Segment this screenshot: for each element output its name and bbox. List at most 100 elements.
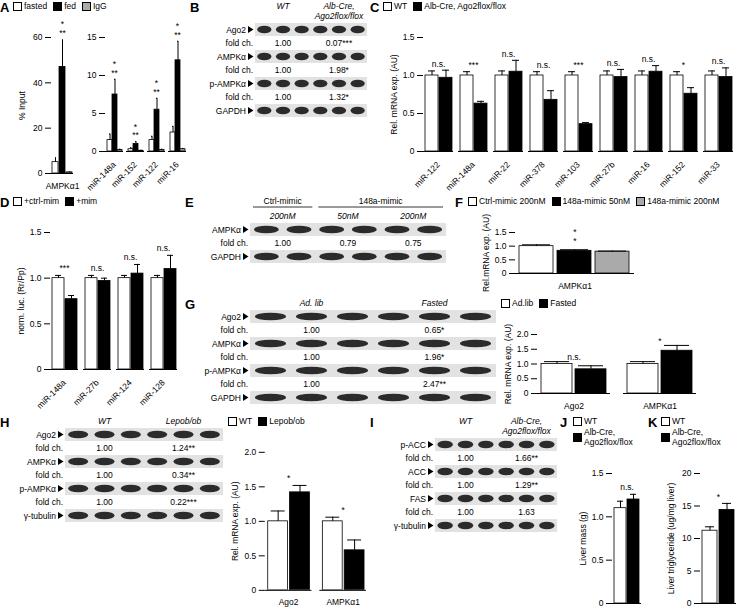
svg-text:norm. luc. (Rr/Pp): norm. luc. (Rr/Pp) — [16, 267, 26, 334]
svg-text:miR-122: miR-122 — [130, 159, 160, 189]
svg-text:n.s.: n.s. — [537, 60, 551, 70]
svg-text:0.22***: 0.22*** — [170, 497, 197, 507]
svg-text:Lepob/ob: Lepob/ob — [166, 416, 202, 426]
svg-text:miR-22: miR-22 — [485, 159, 512, 186]
svg-text:Ctrl-mimic: Ctrl-mimic — [264, 196, 303, 206]
svg-text:*: * — [658, 336, 662, 346]
svg-text:fold ch.: fold ch. — [221, 379, 248, 389]
svg-text:***: *** — [153, 78, 160, 97]
svg-text:1.00: 1.00 — [275, 92, 292, 102]
svg-text:1.0: 1.0 — [403, 70, 415, 80]
svg-text:0: 0 — [524, 388, 529, 398]
svg-text:fold ch.: fold ch. — [36, 497, 63, 507]
svg-text:p-AMPKα: p-AMPKα — [19, 484, 56, 494]
svg-text:1.5: 1.5 — [245, 482, 257, 492]
svg-text:200nM: 200nM — [399, 211, 427, 221]
svg-text:fold ch.: fold ch. — [406, 453, 433, 463]
svg-text:1.00: 1.00 — [96, 497, 113, 507]
svg-text:0.5: 0.5 — [517, 373, 529, 383]
svg-text:miR-122: miR-122 — [412, 159, 442, 189]
svg-text:Ago2: Ago2 — [36, 430, 56, 440]
svg-text:0.5: 0.5 — [245, 551, 257, 561]
svg-text:WT: WT — [459, 416, 473, 426]
svg-text:AMPKα1: AMPKα1 — [643, 401, 677, 411]
svg-text:n.s.: n.s. — [620, 482, 634, 492]
svg-text:1.0: 1.0 — [517, 359, 529, 369]
svg-text:1.00: 1.00 — [457, 480, 474, 490]
svg-text:***: *** — [111, 59, 118, 78]
svg-text:*: * — [717, 492, 721, 502]
svg-text:10: 10 — [87, 70, 97, 80]
svg-text:***: *** — [59, 19, 66, 38]
svg-text:n.s.: n.s. — [642, 54, 656, 64]
svg-text:Ago2: Ago2 — [221, 312, 241, 322]
svg-text:0.65*: 0.65* — [425, 325, 446, 335]
svg-text:AMPKα: AMPKα — [27, 457, 56, 467]
svg-text:1.0: 1.0 — [245, 516, 257, 526]
svg-text:1.98*: 1.98* — [329, 65, 350, 75]
svg-text:1.96*: 1.96* — [425, 352, 446, 362]
svg-text:1.00: 1.00 — [457, 507, 474, 517]
svg-text:miR-16: miR-16 — [625, 159, 652, 186]
svg-text:miR-148a: miR-148a — [444, 159, 477, 192]
svg-text:fold ch.: fold ch. — [226, 38, 253, 48]
svg-text:0.07***: 0.07*** — [326, 38, 353, 48]
svg-text:5: 5 — [92, 108, 97, 118]
svg-text:0: 0 — [252, 585, 257, 595]
svg-text:***: *** — [60, 263, 71, 273]
svg-text:0: 0 — [599, 598, 604, 608]
svg-text:1.00: 1.00 — [303, 325, 320, 335]
svg-text:% Input: % Input — [17, 90, 27, 119]
svg-text:0.5: 0.5 — [30, 319, 42, 329]
svg-text:1.0: 1.0 — [495, 241, 507, 251]
svg-text:40: 40 — [33, 78, 43, 88]
svg-text:*: * — [682, 60, 686, 70]
svg-text:n.s.: n.s. — [712, 56, 726, 66]
svg-text:miR-103: miR-103 — [552, 159, 582, 189]
svg-text:p-AMPKα: p-AMPKα — [204, 366, 241, 376]
svg-text:0.75: 0.75 — [405, 238, 422, 248]
svg-text:***: *** — [469, 60, 480, 70]
svg-text:AMPKα: AMPKα — [212, 225, 241, 235]
svg-text:*: * — [287, 473, 291, 483]
svg-text:0.79: 0.79 — [340, 238, 357, 248]
svg-text:1.5: 1.5 — [517, 344, 529, 354]
svg-text:fold ch.: fold ch. — [36, 443, 63, 453]
svg-text:miR-152: miR-152 — [657, 159, 687, 189]
svg-text:FAS: FAS — [410, 494, 426, 504]
svg-text:fold ch.: fold ch. — [226, 65, 253, 75]
svg-text:*: * — [342, 505, 346, 515]
svg-text:AMPKα: AMPKα — [217, 52, 246, 62]
svg-text:Alb-Cre,: Alb-Cre, — [322, 1, 354, 11]
svg-text:n.s.: n.s. — [432, 59, 446, 69]
svg-text:n.s.: n.s. — [502, 49, 516, 59]
svg-text:20: 20 — [33, 123, 43, 133]
svg-text:AMPKα1: AMPKα1 — [46, 181, 80, 191]
svg-text:Liver mass (g): Liver mass (g) — [578, 511, 588, 565]
svg-text:1.00: 1.00 — [275, 38, 292, 48]
svg-text:Ago2: Ago2 — [279, 597, 299, 607]
svg-text:γ-tubulin: γ-tubulin — [394, 521, 426, 531]
svg-text:fold ch.: fold ch. — [406, 480, 433, 490]
svg-text:***: *** — [574, 60, 585, 70]
svg-text:γ-tubulin: γ-tubulin — [24, 511, 56, 521]
svg-text:fold ch.: fold ch. — [221, 325, 248, 335]
svg-text:Rel. mRNA exp. (AU): Rel. mRNA exp. (AU) — [230, 481, 240, 561]
svg-text:AMPKα1: AMPKα1 — [326, 597, 360, 607]
svg-text:1.5: 1.5 — [592, 468, 604, 478]
svg-text:0: 0 — [37, 364, 42, 374]
svg-text:0: 0 — [410, 146, 415, 156]
svg-text:1.5: 1.5 — [30, 227, 42, 237]
svg-text:2.47**: 2.47** — [423, 379, 447, 389]
svg-text:Fasted: Fasted — [422, 298, 448, 308]
svg-text:Rel. mRNA exp. (AU): Rel. mRNA exp. (AU) — [389, 54, 399, 134]
svg-text:Ago2flox/flox: Ago2flox/flox — [501, 426, 551, 436]
svg-text:***: *** — [174, 21, 181, 39]
svg-text:2.0: 2.0 — [517, 329, 529, 339]
svg-text:Ad. lib: Ad. lib — [299, 298, 324, 308]
svg-text:WT: WT — [276, 1, 290, 11]
svg-text:miR-27b: miR-27b — [587, 159, 617, 189]
svg-text:miR-16: miR-16 — [154, 159, 181, 186]
svg-text:Ago2flox/flox: Ago2flox/flox — [314, 11, 364, 21]
svg-text:GAPDH: GAPDH — [211, 252, 241, 262]
